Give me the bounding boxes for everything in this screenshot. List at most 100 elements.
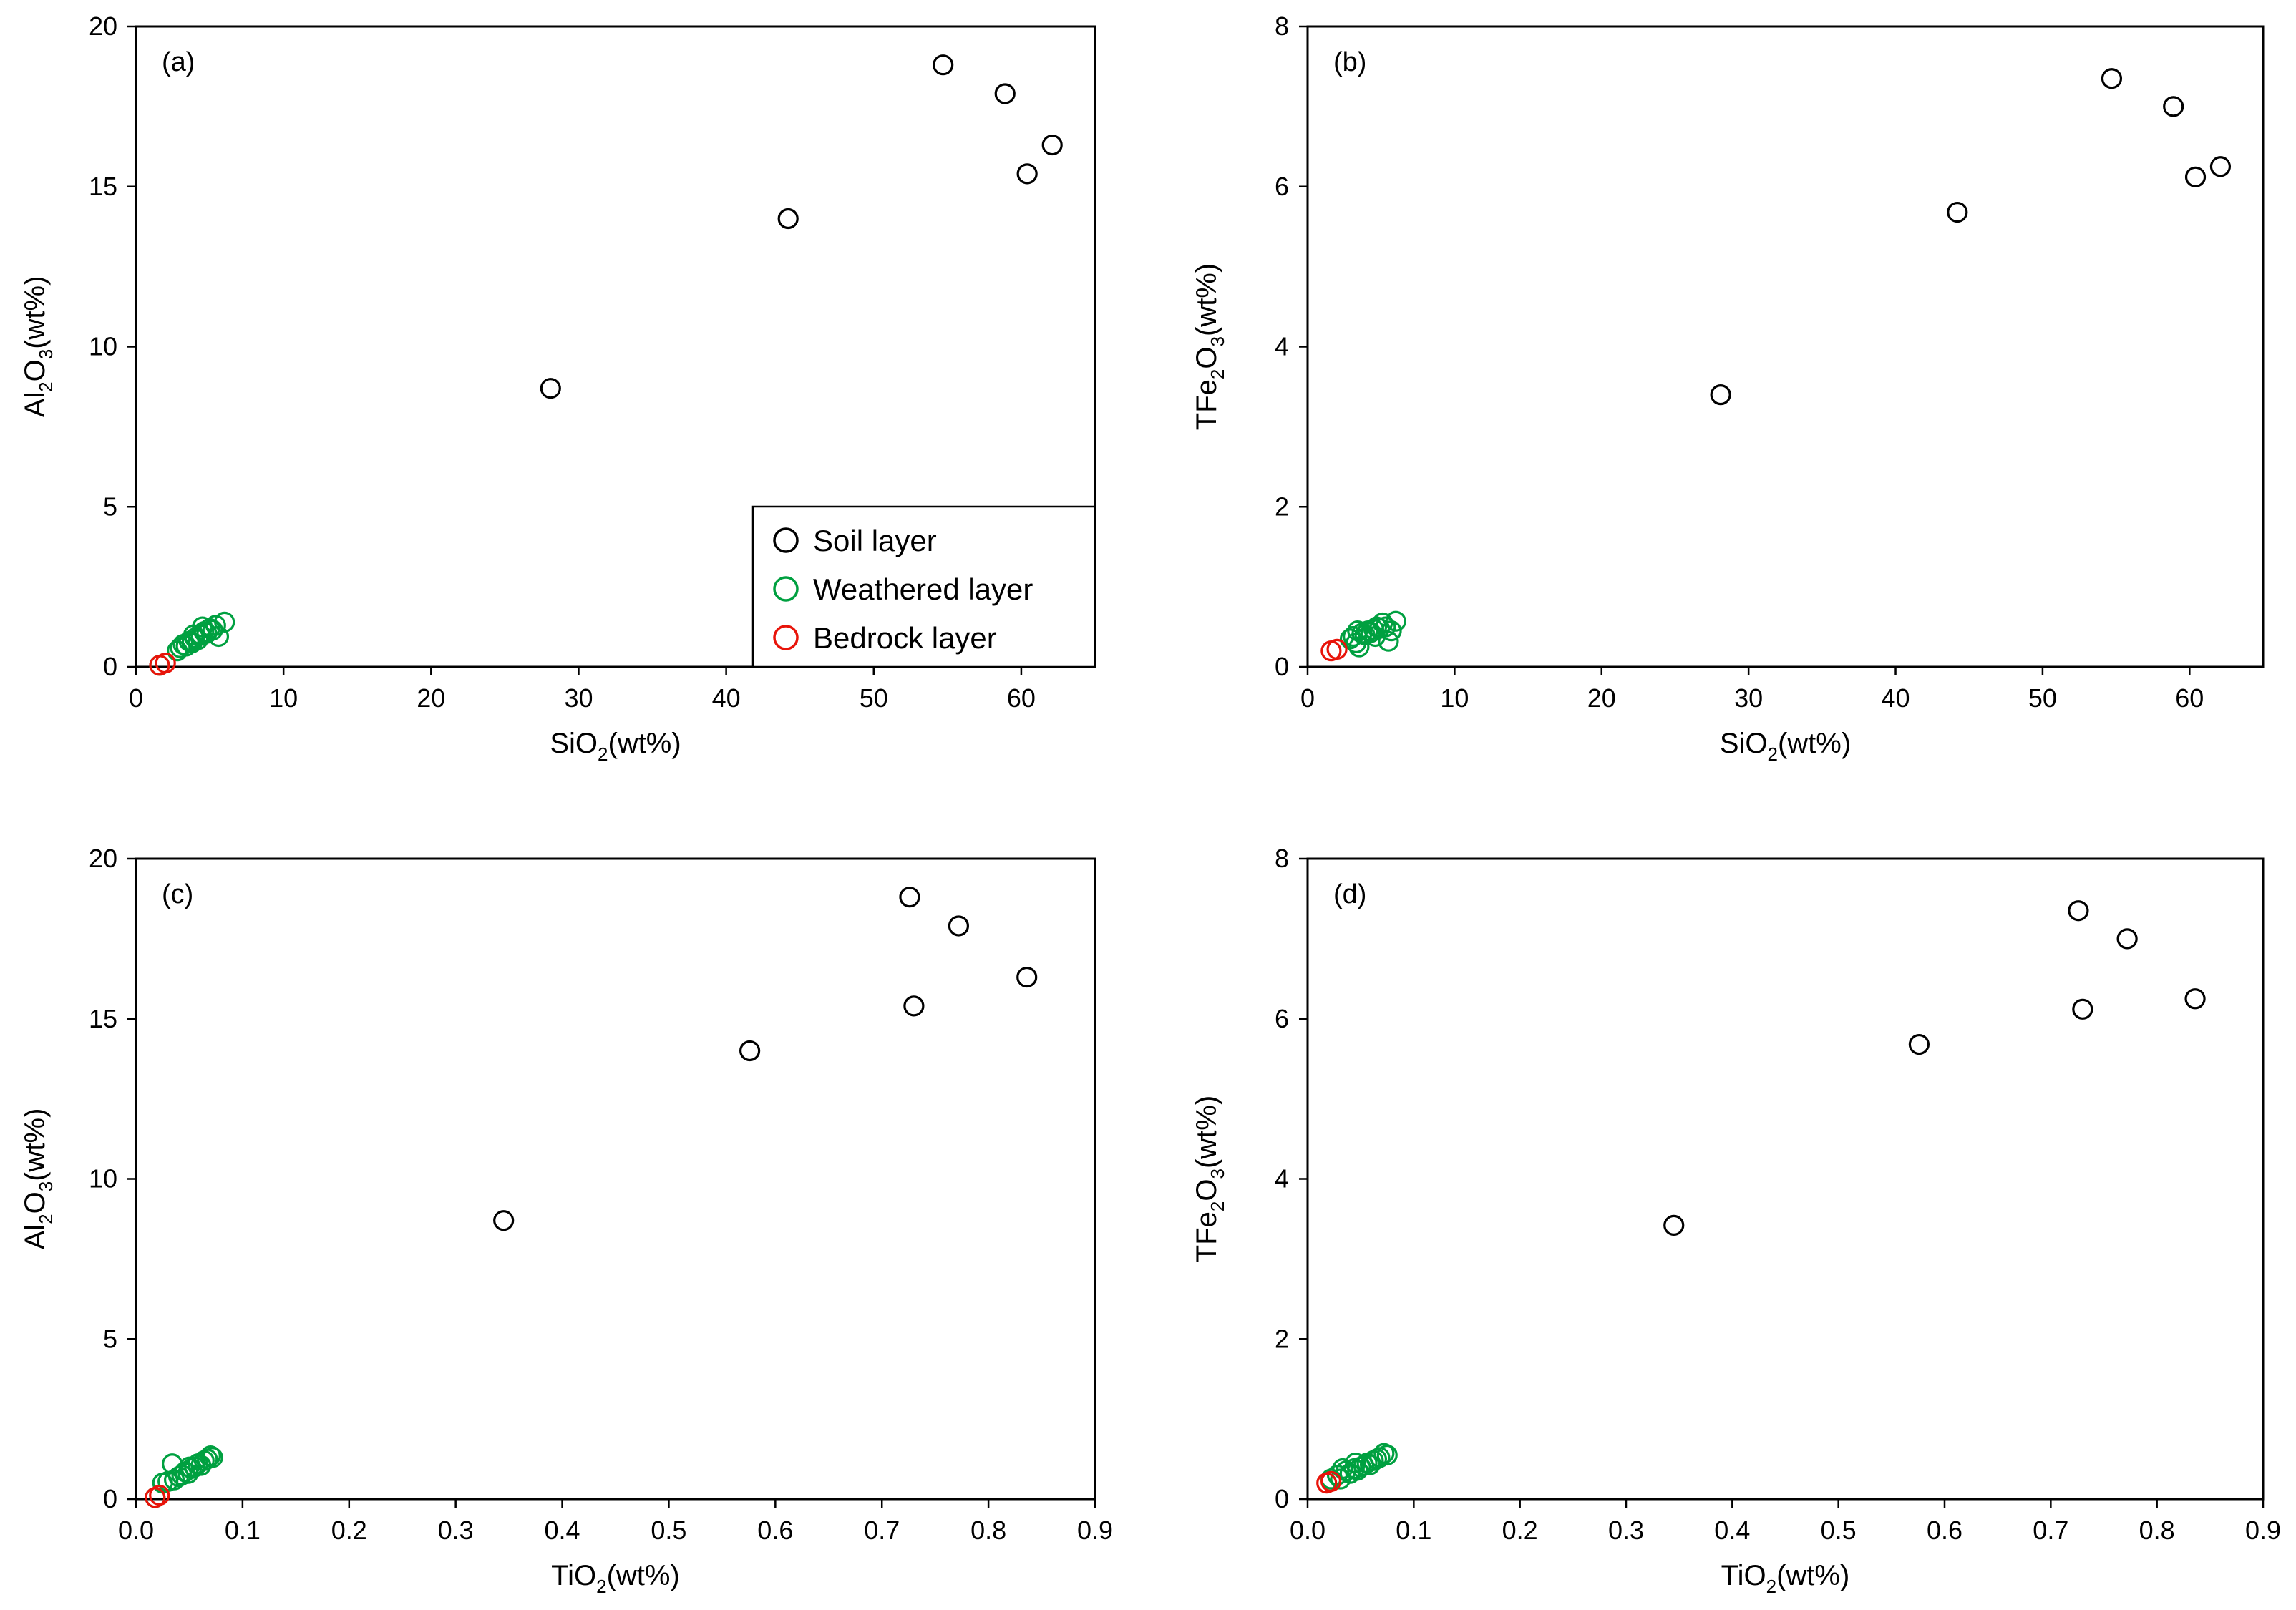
x-tick-label: 0.5 — [651, 1516, 686, 1545]
data-point — [1016, 966, 1038, 988]
y-tick-label: 15 — [89, 172, 117, 201]
y-tick-label: 6 — [1275, 172, 1289, 201]
data-point — [1320, 1470, 1342, 1492]
y-tick-label: 8 — [1275, 844, 1289, 873]
legend-marker — [773, 576, 799, 602]
data-point — [1376, 1444, 1398, 1466]
series-weathered-layer — [1339, 610, 1406, 658]
data-point — [178, 1456, 200, 1478]
x-tick-label: 40 — [712, 683, 741, 713]
data-point — [933, 54, 954, 76]
data-point — [1326, 638, 1348, 660]
y-tick-label: 10 — [89, 1164, 117, 1194]
panel-label: (d) — [1333, 879, 1366, 909]
y-axis-title: TFe2O3(wt%) — [1191, 263, 1228, 430]
x-axis-title: SiO2(wt%) — [1720, 728, 1851, 765]
x-tick-label: 0.8 — [2139, 1516, 2175, 1545]
x-tick-label: 0.3 — [438, 1516, 474, 1545]
data-point — [1947, 201, 1968, 223]
series-weathered-layer — [1320, 1443, 1398, 1490]
data-point — [208, 625, 230, 648]
data-point — [2068, 900, 2089, 922]
x-tick-label: 0.9 — [2245, 1516, 2281, 1545]
data-point — [202, 1447, 223, 1468]
x-tick-label: 0 — [1300, 683, 1315, 713]
y-axis-title: Al2O3(wt%) — [19, 1108, 57, 1250]
y-tick-label: 10 — [89, 332, 117, 361]
x-tick-label: 0.7 — [2033, 1516, 2068, 1545]
data-point — [1348, 636, 1370, 658]
series-soil-layer — [1663, 900, 2206, 1236]
x-tick-label: 0.1 — [1396, 1516, 1431, 1545]
series-bedrock-layer — [1316, 1470, 1342, 1494]
data-point — [155, 653, 176, 674]
x-tick-label: 0.5 — [1821, 1516, 1857, 1545]
legend-label: Bedrock layer — [813, 621, 997, 655]
x-tick-label: 0.8 — [971, 1516, 1006, 1545]
data-point — [2072, 998, 2093, 1020]
x-tick-label: 0.6 — [757, 1516, 793, 1545]
y-tick-label: 2 — [1275, 1324, 1289, 1353]
x-tick-label: 0.6 — [1927, 1516, 1962, 1545]
x-tick-label: 20 — [417, 683, 445, 713]
panel-label: (a) — [162, 47, 195, 77]
data-point — [1710, 384, 1731, 406]
data-point — [2209, 156, 2232, 177]
panel-label: (b) — [1333, 47, 1366, 77]
y-tick-label: 4 — [1275, 332, 1289, 361]
x-tick-label: 0.0 — [118, 1516, 154, 1545]
x-tick-label: 0.3 — [1608, 1516, 1644, 1545]
data-point — [183, 624, 204, 645]
data-point — [1663, 1214, 1685, 1236]
y-tick-label: 5 — [103, 492, 117, 521]
x-tick-label: 0.2 — [331, 1516, 367, 1545]
series-soil-layer — [540, 54, 1063, 399]
data-point — [2101, 68, 2123, 89]
x-tick-label: 40 — [1882, 683, 1910, 713]
data-point — [2163, 96, 2184, 117]
data-point — [493, 1210, 515, 1231]
x-tick-label: 0.2 — [1502, 1516, 1538, 1545]
y-tick-label: 6 — [1275, 1004, 1289, 1033]
x-tick-label: 0.1 — [225, 1516, 261, 1545]
data-point — [214, 611, 235, 633]
x-tick-label: 30 — [1734, 683, 1763, 713]
data-point — [1345, 1453, 1366, 1474]
legend-marker — [773, 625, 799, 650]
x-tick-label: 0.0 — [1290, 1516, 1325, 1545]
y-tick-label: 0 — [1275, 652, 1289, 681]
series-soil-layer — [493, 887, 1038, 1231]
x-tick-label: 10 — [269, 683, 298, 713]
y-tick-label: 0 — [103, 652, 117, 681]
legend-box — [751, 505, 1096, 668]
plot-frame — [1306, 25, 2265, 668]
y-tick-label: 20 — [89, 11, 117, 41]
x-tick-label: 50 — [2028, 683, 2057, 713]
data-point — [1385, 610, 1406, 632]
y-tick-label: 0 — [103, 1484, 117, 1513]
data-point — [899, 887, 920, 908]
data-point — [2184, 166, 2207, 187]
y-tick-label: 2 — [1275, 492, 1289, 521]
x-tick-label: 50 — [860, 683, 888, 713]
x-tick-label: 60 — [1007, 683, 1036, 713]
data-point — [739, 1040, 761, 1062]
x-tick-label: 0.7 — [864, 1516, 900, 1545]
data-point — [994, 83, 1016, 104]
data-point — [540, 378, 561, 399]
y-tick-label: 15 — [89, 1004, 117, 1033]
series-bedrock-layer — [145, 1485, 170, 1508]
x-axis-title: TiO2(wt%) — [551, 1560, 680, 1597]
x-axis-title: SiO2(wt%) — [550, 728, 681, 765]
series-bedrock-layer — [1320, 638, 1348, 662]
data-point — [777, 208, 799, 230]
series-bedrock-layer — [149, 653, 176, 676]
data-point — [2184, 988, 2206, 1010]
panel-label: (c) — [162, 879, 193, 909]
legend-label: Soil layer — [813, 524, 937, 557]
x-tick-label: 30 — [564, 683, 593, 713]
x-tick-label: 0.4 — [545, 1516, 580, 1545]
legend: Soil layer Weathered layer Bedrock layer — [751, 505, 1096, 668]
x-tick-label: 20 — [1587, 683, 1616, 713]
